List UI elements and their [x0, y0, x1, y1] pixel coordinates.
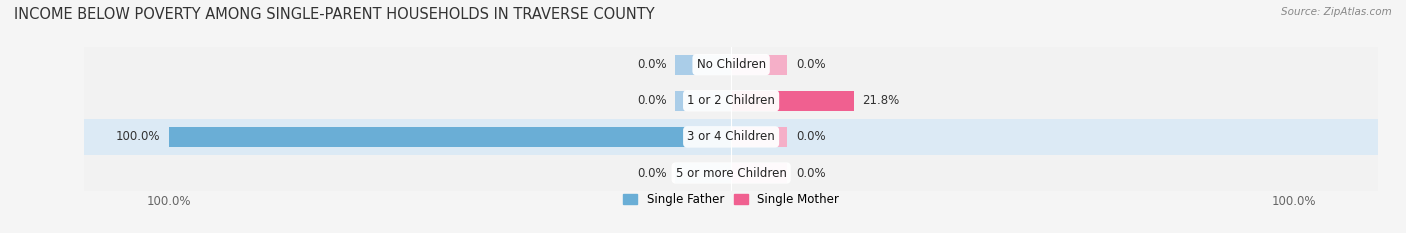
Text: 0.0%: 0.0% [796, 130, 825, 143]
Text: 100.0%: 100.0% [115, 130, 160, 143]
Bar [84, 155, 1378, 191]
Bar [675, 127, 731, 147]
Text: 0.0%: 0.0% [637, 167, 666, 179]
Bar [675, 91, 731, 111]
Bar [84, 83, 1378, 119]
Text: 21.8%: 21.8% [862, 94, 900, 107]
Text: 0.0%: 0.0% [796, 167, 825, 179]
Bar [84, 47, 1378, 83]
Text: 0.0%: 0.0% [637, 58, 666, 71]
Bar [731, 127, 787, 147]
Bar [731, 91, 853, 111]
Text: Source: ZipAtlas.com: Source: ZipAtlas.com [1281, 7, 1392, 17]
Text: 0.0%: 0.0% [796, 58, 825, 71]
Text: 1 or 2 Children: 1 or 2 Children [688, 94, 775, 107]
Bar [675, 163, 731, 183]
Legend: Single Father, Single Mother: Single Father, Single Mother [619, 189, 844, 211]
Bar [731, 91, 787, 111]
Bar [169, 127, 731, 147]
Bar [675, 55, 731, 75]
Bar [84, 119, 1378, 155]
Bar [731, 163, 787, 183]
Text: 3 or 4 Children: 3 or 4 Children [688, 130, 775, 143]
Bar [731, 55, 787, 75]
Text: No Children: No Children [696, 58, 766, 71]
Text: 5 or more Children: 5 or more Children [676, 167, 786, 179]
Text: INCOME BELOW POVERTY AMONG SINGLE-PARENT HOUSEHOLDS IN TRAVERSE COUNTY: INCOME BELOW POVERTY AMONG SINGLE-PARENT… [14, 7, 655, 22]
Text: 0.0%: 0.0% [637, 94, 666, 107]
